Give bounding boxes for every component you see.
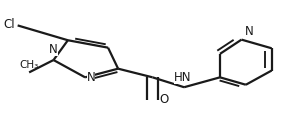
- Text: HN: HN: [174, 71, 191, 84]
- Text: N: N: [244, 25, 253, 38]
- Text: N: N: [49, 43, 58, 56]
- Text: CH₃: CH₃: [19, 60, 39, 70]
- Text: O: O: [160, 93, 169, 106]
- Text: N: N: [86, 72, 95, 85]
- Text: Cl: Cl: [3, 18, 15, 31]
